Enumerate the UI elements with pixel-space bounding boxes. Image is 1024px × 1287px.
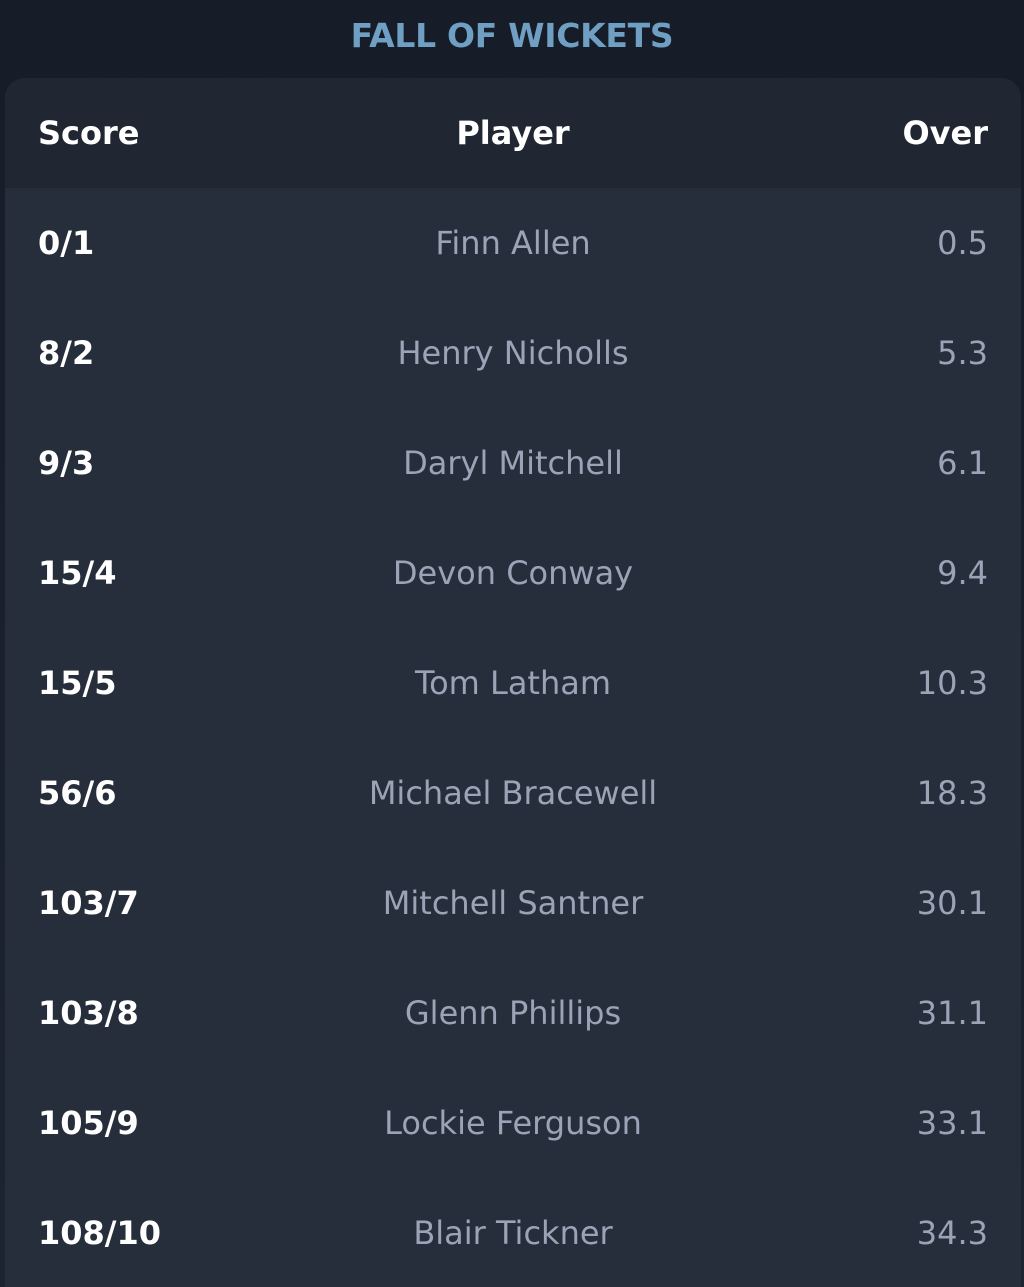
wicket-over: 18.3 (916, 774, 988, 812)
wicket-over: 5.3 (937, 334, 988, 372)
wicket-score: 103/8 (38, 994, 139, 1032)
wicket-player: Glenn Phillips (404, 994, 622, 1032)
wicket-score: 15/4 (38, 554, 117, 592)
wicket-score: 105/9 (38, 1104, 139, 1142)
wicket-player: Mitchell Santner (382, 884, 644, 922)
wicket-player: Daryl Mitchell (403, 444, 623, 482)
wicket-player: Tom Latham (414, 664, 612, 702)
wicket-over: 0.5 (937, 224, 988, 262)
header-over: Over (902, 114, 988, 152)
wicket-player: Blair Tickner (413, 1214, 613, 1252)
wicket-player: Henry Nicholls (397, 334, 629, 372)
table-row: 108/10 Blair Tickner 34.3 (5, 1178, 1021, 1287)
wicket-score: 15/5 (38, 664, 117, 702)
table-row: 103/7 Mitchell Santner 30.1 (5, 848, 1021, 958)
table-row: 105/9 Lockie Ferguson 33.1 (5, 1068, 1021, 1178)
wicket-over: 34.3 (916, 1214, 988, 1252)
fall-of-wickets-table: Score Player Over 0/1 Finn Allen 0.5 8/2 Hen… (5, 78, 1021, 1287)
header-player: Player (456, 114, 570, 152)
wicket-player: Devon Conway (392, 554, 634, 592)
wicket-player: Lockie Ferguson (384, 1104, 642, 1142)
wicket-score: 0/1 (38, 224, 95, 262)
table-body: 0/1 Finn Allen 0.5 8/2 Henry Nicholls 5.3 9/3 D… (5, 188, 1021, 1287)
table-row: 15/5 Tom Latham 10.3 (5, 628, 1021, 738)
wicket-score: 103/7 (38, 884, 139, 922)
table-row: 8/2 Henry Nicholls 5.3 (5, 298, 1021, 408)
section-title: FALL OF WICKETS (350, 16, 674, 55)
table-row: 15/4 Devon Conway 9.4 (5, 518, 1021, 628)
wicket-score: 8/2 (38, 334, 95, 372)
wicket-over: 6.1 (937, 444, 988, 482)
wicket-player: Finn Allen (435, 224, 591, 262)
wicket-over: 31.1 (916, 994, 988, 1032)
table-row: 56/6 Michael Bracewell 18.3 (5, 738, 1021, 848)
wicket-score: 108/10 (38, 1214, 162, 1252)
wicket-score: 56/6 (38, 774, 117, 812)
wicket-over: 30.1 (916, 884, 988, 922)
table-row: 0/1 Finn Allen 0.5 (5, 188, 1021, 298)
wicket-over: 33.1 (916, 1104, 988, 1142)
wicket-score: 9/3 (38, 444, 95, 482)
table-row: 103/8 Glenn Phillips 31.1 (5, 958, 1021, 1068)
wicket-player: Michael Bracewell (368, 774, 658, 812)
table-row: 9/3 Daryl Mitchell 6.1 (5, 408, 1021, 518)
header-score: Score (38, 114, 140, 152)
wicket-over: 10.3 (916, 664, 988, 702)
wicket-over: 9.4 (937, 554, 988, 592)
table-header: Score Player Over (5, 78, 1021, 188)
